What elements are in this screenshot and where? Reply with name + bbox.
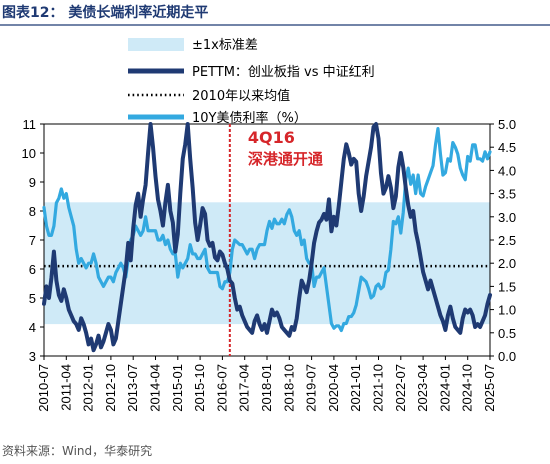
x-tick-label: 2010-07 — [36, 364, 51, 412]
legend-label-mean: 2010年以来均值 — [192, 88, 290, 104]
x-tick-label: 2024-10 — [460, 364, 475, 412]
axes-layer: 3 4 5 6 7 8 9 10 11 0.0 0.5 1.0 1.5 2.0 2.5 3.0 3.5 4.0 4.… — [22, 117, 517, 412]
left-tick-label: 6 — [29, 262, 36, 277]
x-tick-label: 2021-10 — [371, 364, 386, 412]
right-tick-label: 1.5 — [498, 279, 516, 294]
plot-area: 3 4 5 6 7 8 9 10 11 0.0 0.5 1.0 1.5 2.0 2.5 3.0 3.5 4.0 4.… — [22, 117, 517, 412]
left-tick-label: 9 — [29, 175, 36, 190]
right-tick-label: 3.5 — [498, 187, 516, 202]
x-tick-label: 2017-04 — [237, 364, 252, 412]
annotation-label-4q16: 4Q16 — [248, 128, 295, 147]
right-tick-label: 4.0 — [498, 163, 516, 178]
right-tick-label: 4.5 — [498, 140, 516, 155]
chart-title: 图表12： 美债长端利率近期走平 — [2, 4, 208, 21]
left-tick-label: 11 — [23, 117, 37, 132]
left-tick-label: 10 — [22, 146, 36, 161]
legend-swatch-band — [128, 38, 184, 51]
left-tick-label: 5 — [29, 291, 36, 306]
right-tick-label: 2.0 — [498, 256, 516, 271]
x-tick-label: 2015-01 — [170, 364, 185, 412]
x-tick-label: 2024-01 — [437, 364, 452, 412]
left-tick-label: 3 — [29, 349, 36, 364]
x-tick-label: 2018-01 — [259, 364, 274, 412]
legend-label-y10: 10Y美债利率（%） — [192, 110, 307, 126]
right-tick-label: 3.0 — [498, 210, 516, 225]
x-tick-label: 2012-10 — [103, 364, 118, 412]
right-tick-label: 2.5 — [498, 233, 516, 248]
legend-label-band: ±1x标准差 — [192, 38, 258, 53]
left-tick-label: 4 — [29, 320, 36, 335]
x-tick-label: 2019-07 — [304, 364, 319, 412]
series-line-pettm-ratio — [42, 122, 492, 353]
right-tick-label: 0.5 — [498, 326, 516, 341]
legend: ±1x标准差 PETTM：创业板指 vs 中证红利 2010年以来均值 10Y美… — [128, 38, 375, 126]
x-tick-label: 2014-04 — [148, 364, 163, 412]
x-tick-label: 2023-04 — [415, 364, 430, 412]
x-tick-label: 2013-07 — [125, 364, 140, 412]
annotation-label-event: 深港通开通 — [248, 150, 323, 168]
source-note: 资料来源：Wind，华泰研究 — [2, 443, 152, 458]
x-tick-label: 2016-07 — [214, 364, 229, 412]
legend-label-pe: PETTM：创业板指 vs 中证红利 — [192, 64, 375, 80]
annotation-layer: 4Q16 深港通开通 — [228, 124, 323, 356]
x-tick-label: 2022-07 — [393, 364, 408, 412]
x-tick-label: 2025-07 — [482, 364, 497, 412]
right-tick-label: 5.0 — [498, 117, 516, 132]
x-tick-label: 2015-10 — [192, 364, 207, 412]
right-tick-label: 0.0 — [498, 349, 516, 364]
x-tick-label: 2021-01 — [348, 364, 363, 412]
series-line-10y-yield — [42, 127, 492, 333]
left-tick-label: 7 — [29, 233, 36, 248]
series-layer — [42, 122, 492, 353]
left-tick-label: 8 — [29, 204, 36, 219]
x-tick-label: 2011-04 — [58, 364, 73, 411]
x-tick-label: 2020-04 — [326, 364, 341, 412]
x-tick-label: 2018-10 — [281, 364, 296, 412]
right-tick-label: 1.0 — [498, 303, 516, 318]
x-tick-label: 2012-01 — [81, 364, 96, 412]
